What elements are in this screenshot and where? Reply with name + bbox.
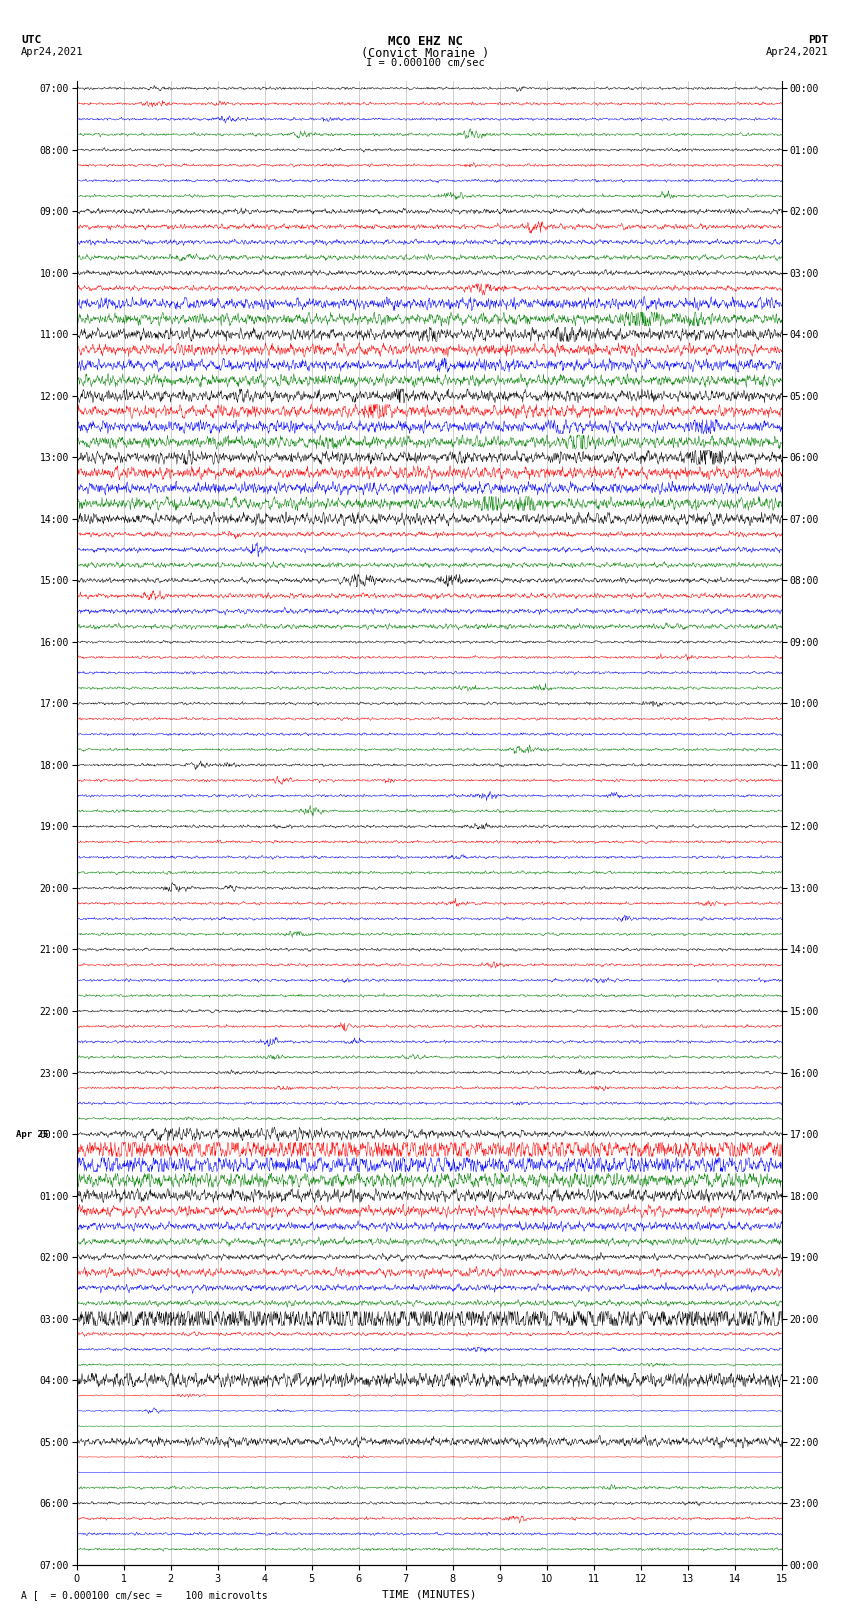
- Text: MCO EHZ NC: MCO EHZ NC: [388, 35, 462, 48]
- Text: A [  = 0.000100 cm/sec =    100 microvolts: A [ = 0.000100 cm/sec = 100 microvolts: [21, 1590, 268, 1600]
- Text: (Convict Moraine ): (Convict Moraine ): [361, 47, 489, 60]
- X-axis label: TIME (MINUTES): TIME (MINUTES): [382, 1590, 477, 1600]
- Text: Apr24,2021: Apr24,2021: [21, 47, 84, 56]
- Text: Apr 25: Apr 25: [16, 1129, 48, 1139]
- Text: UTC: UTC: [21, 35, 42, 45]
- Text: I = 0.000100 cm/sec: I = 0.000100 cm/sec: [366, 58, 484, 68]
- Text: Apr24,2021: Apr24,2021: [766, 47, 829, 56]
- Text: PDT: PDT: [808, 35, 829, 45]
